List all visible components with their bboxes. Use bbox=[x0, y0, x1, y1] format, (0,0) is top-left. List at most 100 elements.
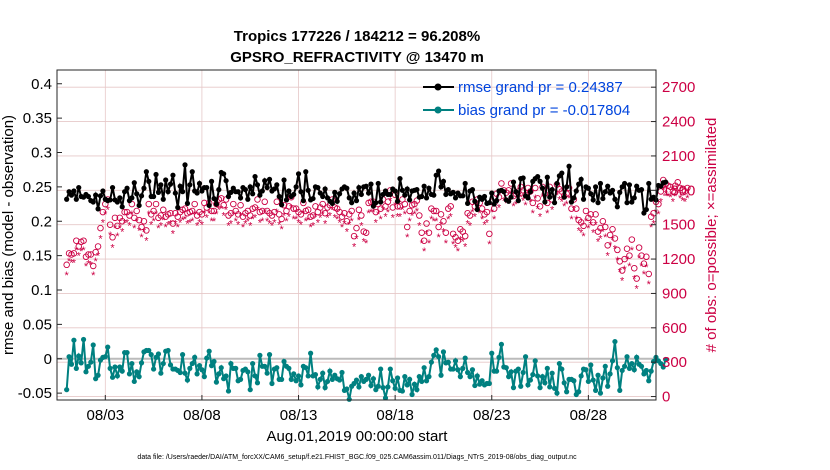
obs-assimilated-point: * bbox=[316, 217, 321, 229]
obs-assimilated-point: * bbox=[89, 260, 94, 272]
bias-point bbox=[324, 378, 331, 385]
bias-point bbox=[213, 379, 220, 385]
rmse-point bbox=[445, 187, 451, 193]
bias-point bbox=[508, 369, 514, 375]
rmse-point bbox=[349, 200, 355, 206]
rmse-point bbox=[235, 189, 241, 195]
obs-possible-point bbox=[353, 224, 360, 232]
bias-point bbox=[365, 372, 372, 378]
obs-assimilated-point: * bbox=[615, 255, 620, 267]
obs-possible-point bbox=[261, 198, 268, 206]
rmse-point bbox=[629, 199, 635, 205]
obs-assimilated-point: * bbox=[359, 221, 364, 233]
obs-possible-point bbox=[432, 207, 440, 215]
obs-possible-point bbox=[573, 205, 580, 212]
bias-point bbox=[134, 369, 140, 375]
obs-assimilated-point: * bbox=[72, 257, 77, 269]
rmse-point bbox=[293, 184, 299, 190]
obs-possible-point bbox=[403, 223, 411, 231]
obs-assimilated-point: * bbox=[294, 214, 299, 226]
obs-layer: ****************************************… bbox=[63, 176, 691, 296]
bias-point bbox=[433, 347, 439, 353]
rmse-point bbox=[172, 190, 178, 196]
rmse-point bbox=[397, 176, 403, 182]
obs-assimilated-point: * bbox=[243, 218, 248, 230]
y-tick-label-left: -0.05 bbox=[18, 385, 52, 402]
bias-point bbox=[498, 341, 505, 347]
bias-point bbox=[155, 351, 162, 357]
rmse-point bbox=[310, 195, 316, 202]
bias-point bbox=[119, 368, 125, 374]
bias-point bbox=[237, 376, 244, 382]
bias-point bbox=[266, 352, 273, 358]
rmse-point bbox=[228, 189, 234, 195]
rmse-point bbox=[597, 180, 604, 187]
bias-point bbox=[107, 365, 113, 371]
bias-point bbox=[600, 375, 606, 381]
obs-assimilated-point: * bbox=[156, 223, 161, 235]
rmse-point bbox=[109, 184, 116, 191]
bias-point bbox=[578, 373, 584, 379]
obs-possible-point bbox=[309, 212, 317, 219]
obs-possible-point bbox=[152, 200, 160, 208]
obs-assimilated-point: * bbox=[439, 220, 444, 232]
obs-assimilated-point: * bbox=[514, 199, 519, 211]
rmse-point bbox=[493, 198, 500, 204]
bias-series bbox=[64, 336, 669, 402]
obs-possible-point bbox=[447, 203, 454, 210]
bias-point bbox=[126, 371, 133, 377]
obs-possible-point bbox=[191, 200, 198, 208]
bias-point bbox=[561, 380, 567, 386]
bias-point bbox=[257, 352, 263, 358]
bias-point bbox=[182, 370, 188, 376]
obs-possible-point bbox=[618, 267, 626, 274]
obs-assimilated-point: * bbox=[659, 197, 664, 209]
bias-point bbox=[626, 365, 633, 371]
obs-assimilated-point: * bbox=[613, 244, 618, 256]
bias-point bbox=[208, 363, 215, 369]
rmse-series bbox=[64, 162, 669, 216]
obs-assimilated-point: * bbox=[685, 193, 690, 205]
bias-point bbox=[382, 395, 389, 401]
bias-point bbox=[436, 354, 442, 360]
rmse-point bbox=[387, 191, 393, 198]
obs-assimilated-point: * bbox=[125, 217, 130, 229]
obs-assimilated-point: * bbox=[219, 204, 224, 216]
obs-assimilated-point: * bbox=[108, 230, 113, 242]
bias-point bbox=[542, 380, 548, 386]
x-axis-label: Aug.01,2019 00:00:00 start bbox=[267, 428, 449, 445]
obs-assimilated-point: * bbox=[395, 212, 400, 224]
bias-point bbox=[281, 358, 287, 365]
rmse-point bbox=[378, 199, 384, 205]
rmse-point bbox=[433, 172, 439, 178]
rmse-point bbox=[286, 188, 292, 194]
rmse-point bbox=[561, 194, 567, 200]
obs-assimilated-point: * bbox=[214, 209, 219, 221]
rmse-point bbox=[160, 196, 166, 202]
obs-assimilated-point: * bbox=[229, 218, 234, 230]
obs-assimilated-point: * bbox=[137, 225, 142, 237]
obs-assimilated-point: * bbox=[207, 208, 212, 220]
bias-point bbox=[650, 358, 657, 365]
bias-point bbox=[392, 385, 398, 391]
bias-point bbox=[90, 342, 96, 348]
obs-assimilated-point: * bbox=[644, 262, 649, 274]
obs-assimilated-point: * bbox=[666, 191, 671, 203]
bias-point bbox=[356, 384, 362, 390]
obs-assimilated-point: * bbox=[531, 208, 536, 220]
obs-assimilated-point: * bbox=[202, 208, 207, 220]
legend-bias-marker bbox=[434, 106, 442, 114]
obs-assimilated-point: * bbox=[627, 261, 632, 273]
bias-point bbox=[322, 385, 328, 391]
bias-point bbox=[146, 347, 152, 354]
obs-assimilated-point: * bbox=[69, 257, 74, 269]
bias-point bbox=[317, 376, 323, 382]
rmse-point bbox=[262, 178, 268, 184]
rmse-point bbox=[257, 192, 263, 198]
rmse-point bbox=[617, 189, 623, 195]
bias-point bbox=[112, 364, 118, 370]
bias-point bbox=[605, 383, 611, 389]
bias-point bbox=[551, 385, 558, 391]
obs-assimilated-point: * bbox=[485, 217, 490, 229]
